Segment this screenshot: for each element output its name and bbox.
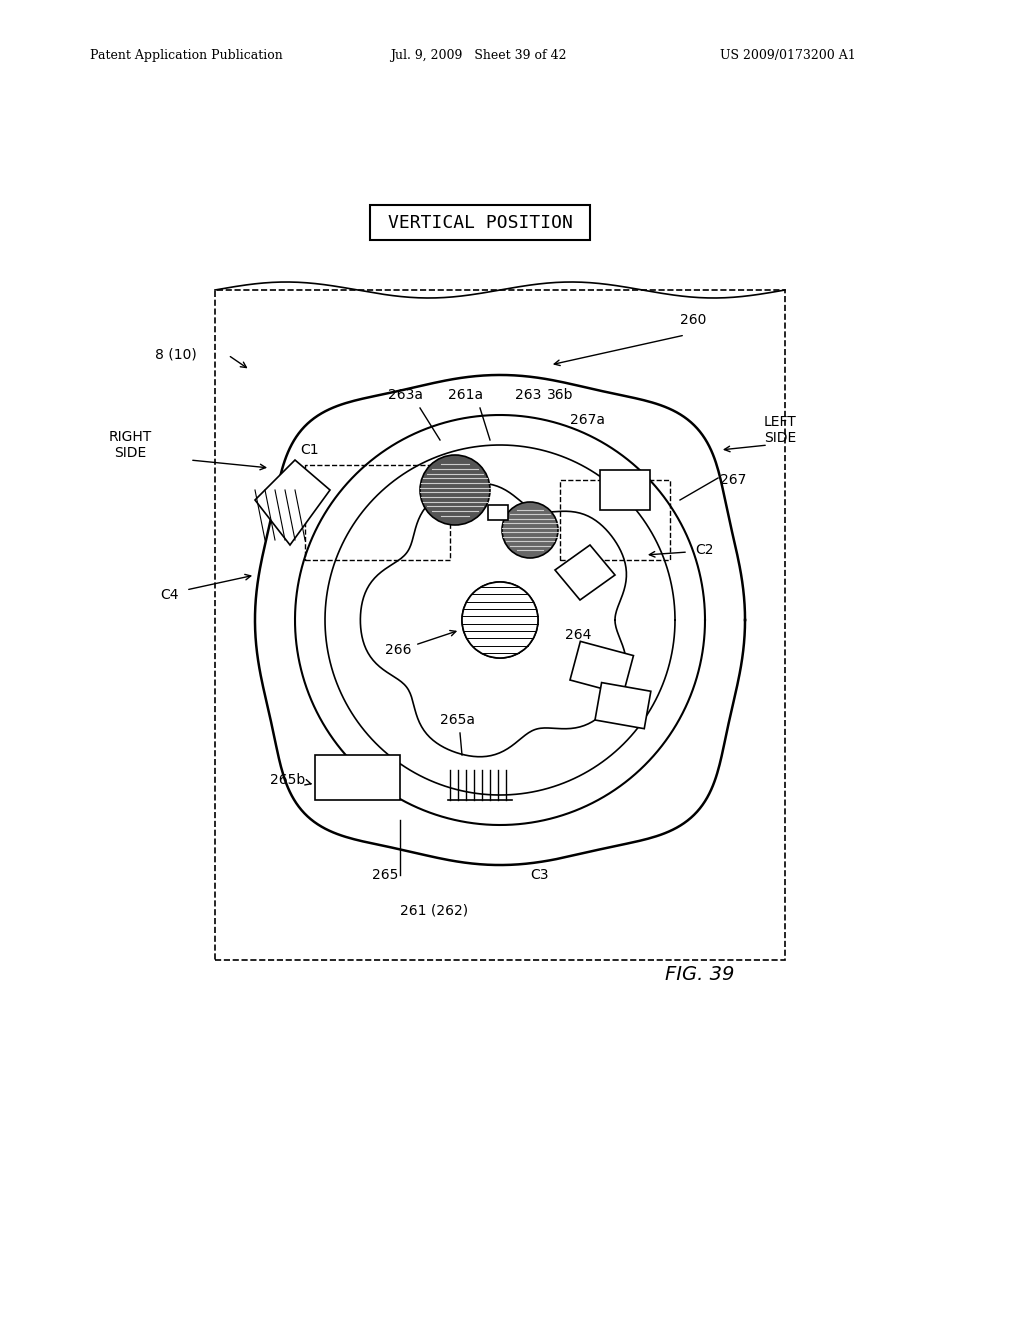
Bar	[595, 682, 651, 729]
Text: FIG. 39: FIG. 39	[666, 965, 734, 985]
Text: C1: C1	[300, 444, 318, 457]
Text: 263: 263	[515, 388, 542, 403]
Bar	[215, 290, 785, 960]
Text: 264: 264	[565, 628, 592, 642]
Text: 265b: 265b	[270, 774, 305, 787]
Text: 8 (10): 8 (10)	[155, 348, 197, 362]
FancyBboxPatch shape	[370, 205, 590, 240]
Text: 267a: 267a	[570, 413, 605, 426]
Text: 263a: 263a	[388, 388, 423, 403]
Text: 260: 260	[680, 313, 707, 327]
Circle shape	[420, 455, 490, 525]
Bar	[488, 506, 508, 520]
Text: Patent Application Publication: Patent Application Publication	[90, 49, 283, 62]
Polygon shape	[255, 459, 330, 545]
Text: RIGHT
SIDE: RIGHT SIDE	[109, 430, 152, 461]
Text: 266: 266	[385, 643, 412, 657]
Text: Jul. 9, 2009   Sheet 39 of 42: Jul. 9, 2009 Sheet 39 of 42	[390, 49, 566, 62]
Text: US 2009/0173200 A1: US 2009/0173200 A1	[720, 49, 856, 62]
Bar	[305, 465, 450, 560]
Bar	[570, 642, 634, 694]
Circle shape	[502, 502, 558, 558]
Text: 265a: 265a	[440, 713, 475, 727]
Bar	[600, 470, 650, 510]
Bar	[560, 480, 670, 560]
Text: 36b: 36b	[547, 388, 573, 403]
Polygon shape	[555, 545, 615, 601]
Text: 261 (262): 261 (262)	[400, 903, 468, 917]
Text: C3: C3	[530, 869, 549, 882]
Text: LEFT
SIDE: LEFT SIDE	[764, 414, 797, 445]
Bar	[315, 755, 400, 800]
Text: 267: 267	[720, 473, 746, 487]
Text: C4: C4	[160, 587, 178, 602]
Text: C2: C2	[695, 543, 714, 557]
Text: VERTICAL POSITION: VERTICAL POSITION	[387, 214, 572, 231]
Circle shape	[462, 582, 538, 657]
Text: 265: 265	[372, 869, 398, 882]
Text: 261a: 261a	[449, 388, 483, 403]
